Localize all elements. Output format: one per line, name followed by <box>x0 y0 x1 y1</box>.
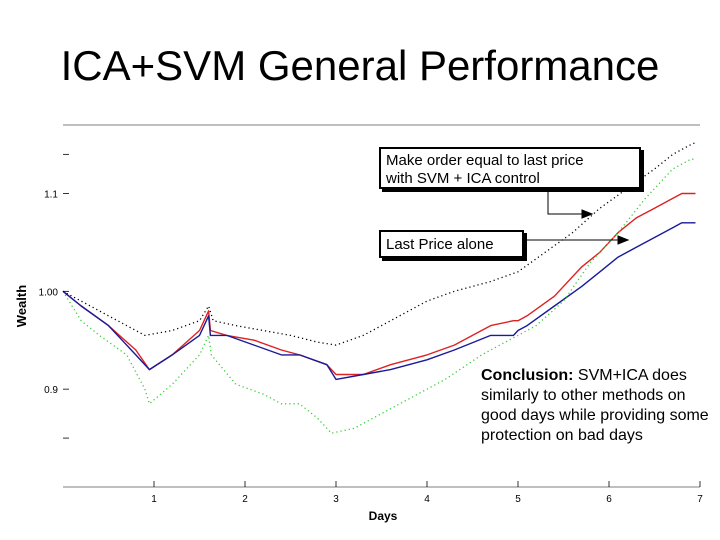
x-tick-label: 1 <box>151 494 157 505</box>
order-callout-arrowhead <box>581 209 594 219</box>
last-price-callout: Last Price alone <box>379 230 524 258</box>
y-tick-label: 1.1 <box>44 189 58 200</box>
y-axis-label: Wealth <box>14 285 29 327</box>
x-tick-label: 5 <box>515 494 521 505</box>
callout-arrows <box>526 192 630 245</box>
x-axis-ticks: 1 2 3 4 5 6 7 <box>151 481 703 505</box>
series-line-0 <box>62 192 696 376</box>
order-callout-line-2: with SVM + ICA control <box>386 170 540 187</box>
conclusion-text: Conclusion: SVM+ICA does similarly to ot… <box>481 366 711 446</box>
slide-title: ICA+SVM General Performance <box>60 42 660 89</box>
series-layer <box>62 142 696 434</box>
x-tick-label: 6 <box>606 494 612 505</box>
x-tick-label: 4 <box>424 494 430 505</box>
conclusion-body: SVM+ICA does similarly to other methods … <box>481 367 709 444</box>
order-callout-line-1: Make order equal to last price <box>386 152 584 169</box>
y-tick-label: 1.00 <box>39 287 59 298</box>
x-tick-label: 3 <box>333 494 339 505</box>
series-line-1 <box>62 222 696 381</box>
last-price-callout-arrowhead <box>617 235 630 245</box>
x-tick-label: 2 <box>242 494 248 505</box>
x-tick-label: 7 <box>697 494 703 505</box>
conclusion-label: Conclusion: <box>481 367 574 384</box>
order-control-callout: Make order equal to last price with SVM … <box>379 147 641 189</box>
order-callout-arrow <box>547 192 590 215</box>
series-line-2 <box>62 158 696 434</box>
series-line-3 <box>62 142 696 346</box>
y-tick-label: 0.9 <box>44 385 58 396</box>
y-axis-ticks: 0.9 1.00 1.1 <box>39 153 69 439</box>
x-axis-label: Days <box>369 509 398 523</box>
